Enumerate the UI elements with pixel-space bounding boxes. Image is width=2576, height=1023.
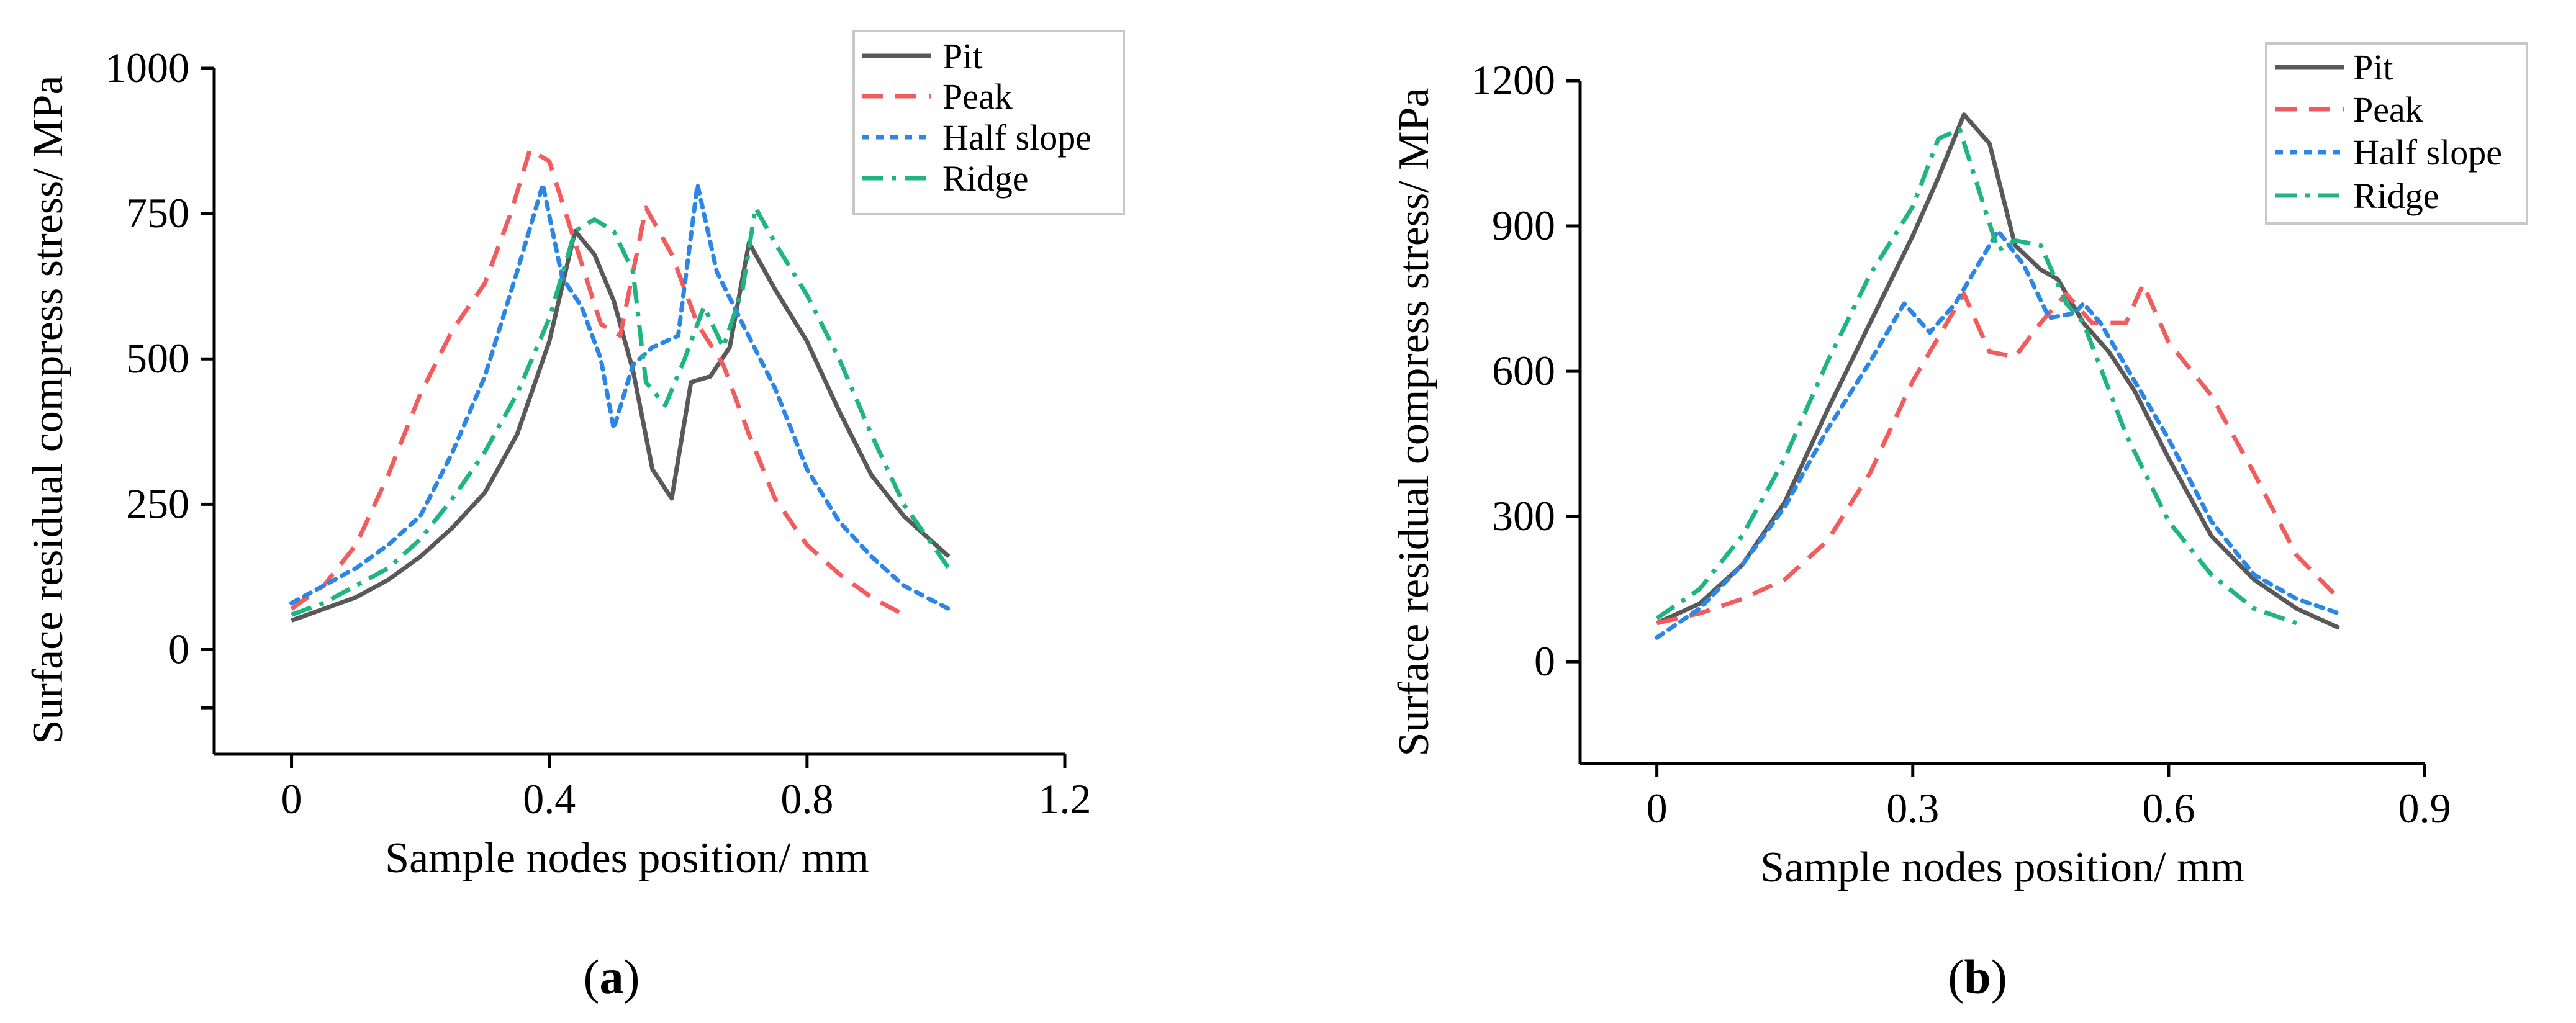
legend-label: Half slope (2353, 132, 2502, 173)
series-line-peak (290, 147, 905, 617)
series-line-half-slope (1655, 228, 2342, 640)
y-tick-label: 250 (126, 480, 189, 527)
y-tick-label: 600 (1492, 347, 1555, 394)
legend-label: Pit (2353, 47, 2393, 88)
x-tick-label: 1.2 (1039, 775, 1091, 822)
legend-box (852, 30, 1125, 215)
x-tick-label: 0.4 (523, 775, 576, 822)
y-tick-label: 1000 (105, 44, 189, 91)
x-tick-label: 0 (1647, 785, 1668, 832)
legend-label: Pit (942, 36, 983, 76)
y-tick-label: 900 (1492, 202, 1555, 249)
series-line-pit (291, 228, 951, 623)
series-line-ridge (291, 205, 951, 617)
chart-b: 0 300 600 900 1200 0 0.3 0.6 0.9 Surface residual… (1390, 42, 2528, 1004)
x-tick-label: 0 (281, 775, 302, 822)
legend-label: Peak (942, 76, 1013, 117)
y-tick-label: 300 (1492, 492, 1555, 539)
x-tick-label: 0.6 (2142, 785, 2195, 832)
legend-label: Ridge (2353, 176, 2439, 216)
chart-a: 0 250 500 750 1000 0 0.4 0.8 1.2 Surface residual… (24, 30, 1125, 1004)
x-tick-label: 0.9 (2398, 785, 2451, 832)
y-tick-label: 500 (126, 335, 189, 382)
x-tick-label: 0.3 (1886, 785, 1939, 832)
y-tick-label: 0 (168, 625, 189, 672)
legend-box (2265, 42, 2528, 225)
y-tick-label: 0 (1534, 638, 1555, 685)
x-axis-title: Sample nodes position/ mm (385, 834, 869, 882)
series-line-pit (1656, 112, 2341, 630)
legend-label: Peak (2353, 89, 2423, 130)
legend-label: Half slope (942, 117, 1091, 158)
caption: (b) (1948, 950, 2007, 1004)
y-tick-label: 1200 (1471, 56, 1555, 104)
series-line-half-slope (289, 182, 951, 611)
legend-label: Ridge (942, 158, 1029, 199)
y-axis-title: Surface residual compress stress/ MPa (24, 76, 72, 744)
x-axis-title: Sample nodes position/ mm (1760, 844, 2244, 891)
y-tick-label: 750 (126, 189, 189, 237)
y-axis-title: Surface residual compress stress/ MPa (1390, 88, 1438, 757)
series-line-peak (1656, 282, 2341, 626)
series-line-ridge (1655, 127, 2298, 626)
caption: (a) (584, 950, 640, 1004)
x-tick-label: 0.8 (780, 775, 833, 822)
